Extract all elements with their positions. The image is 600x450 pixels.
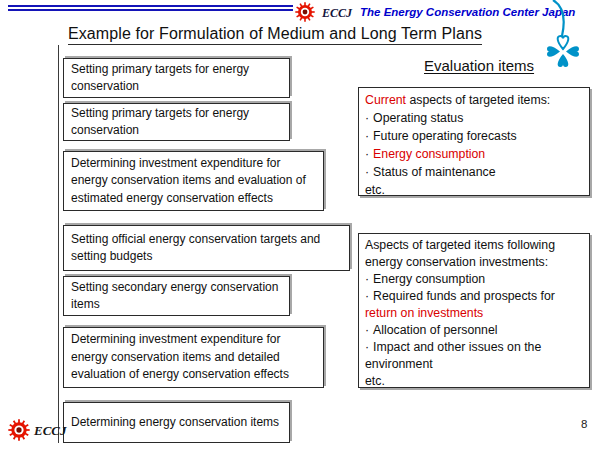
flow-step: Determining energy conservation items (63, 402, 290, 443)
eval-line: etc. (365, 181, 583, 199)
page-number: 8 (581, 418, 587, 430)
clover-icon (542, 0, 584, 72)
eval-line: Current aspects of targeted items: (365, 91, 583, 109)
slide: ECCJ The Energy Conservation Center Japa… (0, 0, 600, 450)
eval-line: · Energy consumption (365, 271, 583, 288)
flow-connector-line (58, 45, 59, 443)
eval-line: Aspects of targeted items following ener… (365, 237, 583, 271)
evaluation-heading: Evaluation items (424, 57, 534, 74)
eval-line: ·Impact and other issues on the environm… (365, 339, 583, 373)
flow-step-label: Setting secondary energy conservation it… (71, 279, 283, 314)
eval-line: · Energy consumption (365, 145, 583, 163)
eval-line: · Status of maintenance (365, 163, 583, 181)
eval-line-text: Current (365, 93, 406, 107)
header-rule-bottom (8, 9, 293, 11)
eval-line-text: Aspects of targeted items following ener… (365, 238, 555, 269)
eval-line-text: Energy consumption (373, 147, 485, 161)
flow-step: Determining investment expenditure for e… (63, 151, 324, 211)
bullet-icon: · (365, 289, 369, 303)
footer-eccj-sun-logo (8, 419, 30, 441)
eval-line-text: Allocation of personnel (373, 323, 497, 337)
eval-line-text: return on investments (365, 306, 483, 320)
flow-step-label: Determining investment expenditure for e… (71, 331, 317, 384)
eval-line: etc. (365, 373, 583, 390)
eval-line: · Future operating forecasts (365, 127, 583, 145)
eval-line-text: etc. (365, 183, 385, 197)
eccj-sun-logo (295, 2, 315, 22)
flow-step: Setting secondary energy conservation it… (63, 276, 290, 316)
eval-line-text: Operating status (373, 111, 463, 125)
eccj-label: ECCJ (322, 6, 352, 21)
eval-line-text: Energy consumption (373, 272, 485, 286)
evaluation-box-post-investment: Aspects of targeted items following ener… (358, 233, 590, 388)
bullet-icon: · (365, 340, 369, 354)
eval-line-text: Future operating forecasts (373, 129, 517, 143)
eval-line-text: aspects of targeted items: (406, 93, 550, 107)
bullet-icon: · (365, 165, 369, 179)
eval-line: · Operating status (365, 109, 583, 127)
bullet-icon: · (365, 147, 369, 161)
eval-line-text: etc. (365, 374, 385, 388)
flow-step-label: Determining energy conservation items (71, 414, 283, 432)
footer-eccj-label: ECCJ (34, 423, 67, 439)
flow-step-label: Setting primary targets for energy conse… (71, 105, 283, 140)
flow-step: Setting primary targets for energy conse… (63, 103, 290, 141)
flow-step: Setting primary targets for energy conse… (63, 58, 290, 98)
bullet-icon: · (365, 111, 369, 125)
flow-step: Setting official energy conservation tar… (63, 225, 350, 271)
page-title: Example for Formulation of Medium and Lo… (68, 25, 482, 45)
bullet-icon: · (365, 129, 369, 143)
header-rule-top (8, 5, 293, 7)
flow-step: Determining investment expenditure for e… (63, 327, 324, 388)
eval-line-text: Impact and other issues on the environme… (365, 340, 541, 371)
flow-step-label: Setting primary targets for energy conse… (71, 61, 283, 96)
eval-line: · Allocation of personnel (365, 322, 583, 339)
flow-step-label: Setting official energy conservation tar… (71, 231, 343, 266)
bullet-icon: · (365, 272, 369, 286)
bullet-icon: · (365, 323, 369, 337)
flow-step-label: Determining investment expenditure for e… (71, 155, 317, 208)
eval-line-text: Required funds and prospects for (373, 289, 555, 303)
eval-line: · Required funds and prospects for return… (365, 288, 583, 322)
eval-line-text: Status of maintenance (373, 165, 495, 179)
evaluation-box-current: Current aspects of targeted items: · Opera… (358, 87, 590, 196)
